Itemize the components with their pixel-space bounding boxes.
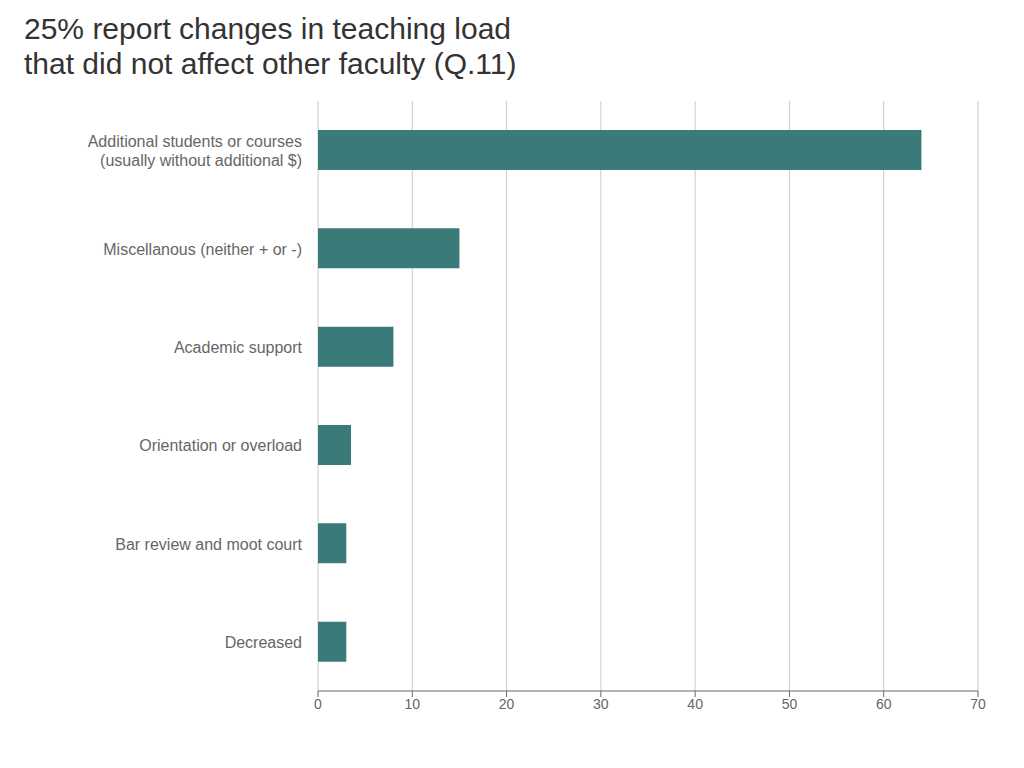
svg-text:40: 40 <box>687 696 703 712</box>
html-text:25% report changes in teaching: 25% report changes in teaching load <box>24 12 511 45</box>
svg-text:Additional students or courses: Additional students or courses(usually w… <box>88 132 302 168</box>
svg-text:50: 50 <box>782 696 798 712</box>
svg-text:30: 30 <box>593 696 609 712</box>
svg-text:Miscellanous (neither + or -): Miscellanous (neither + or -) <box>103 240 302 257</box>
svg-text:70: 70 <box>970 696 986 712</box>
svg-text:Academic support: Academic support <box>174 338 303 355</box>
html-text:that did not affect other facu: that did not affect other faculty (Q.11) <box>24 46 517 80</box>
svg-text:20: 20 <box>499 696 515 712</box>
svg-text:Decreased: Decreased <box>225 633 302 650</box>
svg-text:10: 10 <box>404 696 420 712</box>
svg-text:Orientation or overload: Orientation or overload <box>139 437 302 454</box>
svg-text:60: 60 <box>876 696 892 712</box>
svg-text:Bar review and moot court: Bar review and moot court <box>115 535 302 552</box>
svg-text:0: 0 <box>314 696 322 712</box>
